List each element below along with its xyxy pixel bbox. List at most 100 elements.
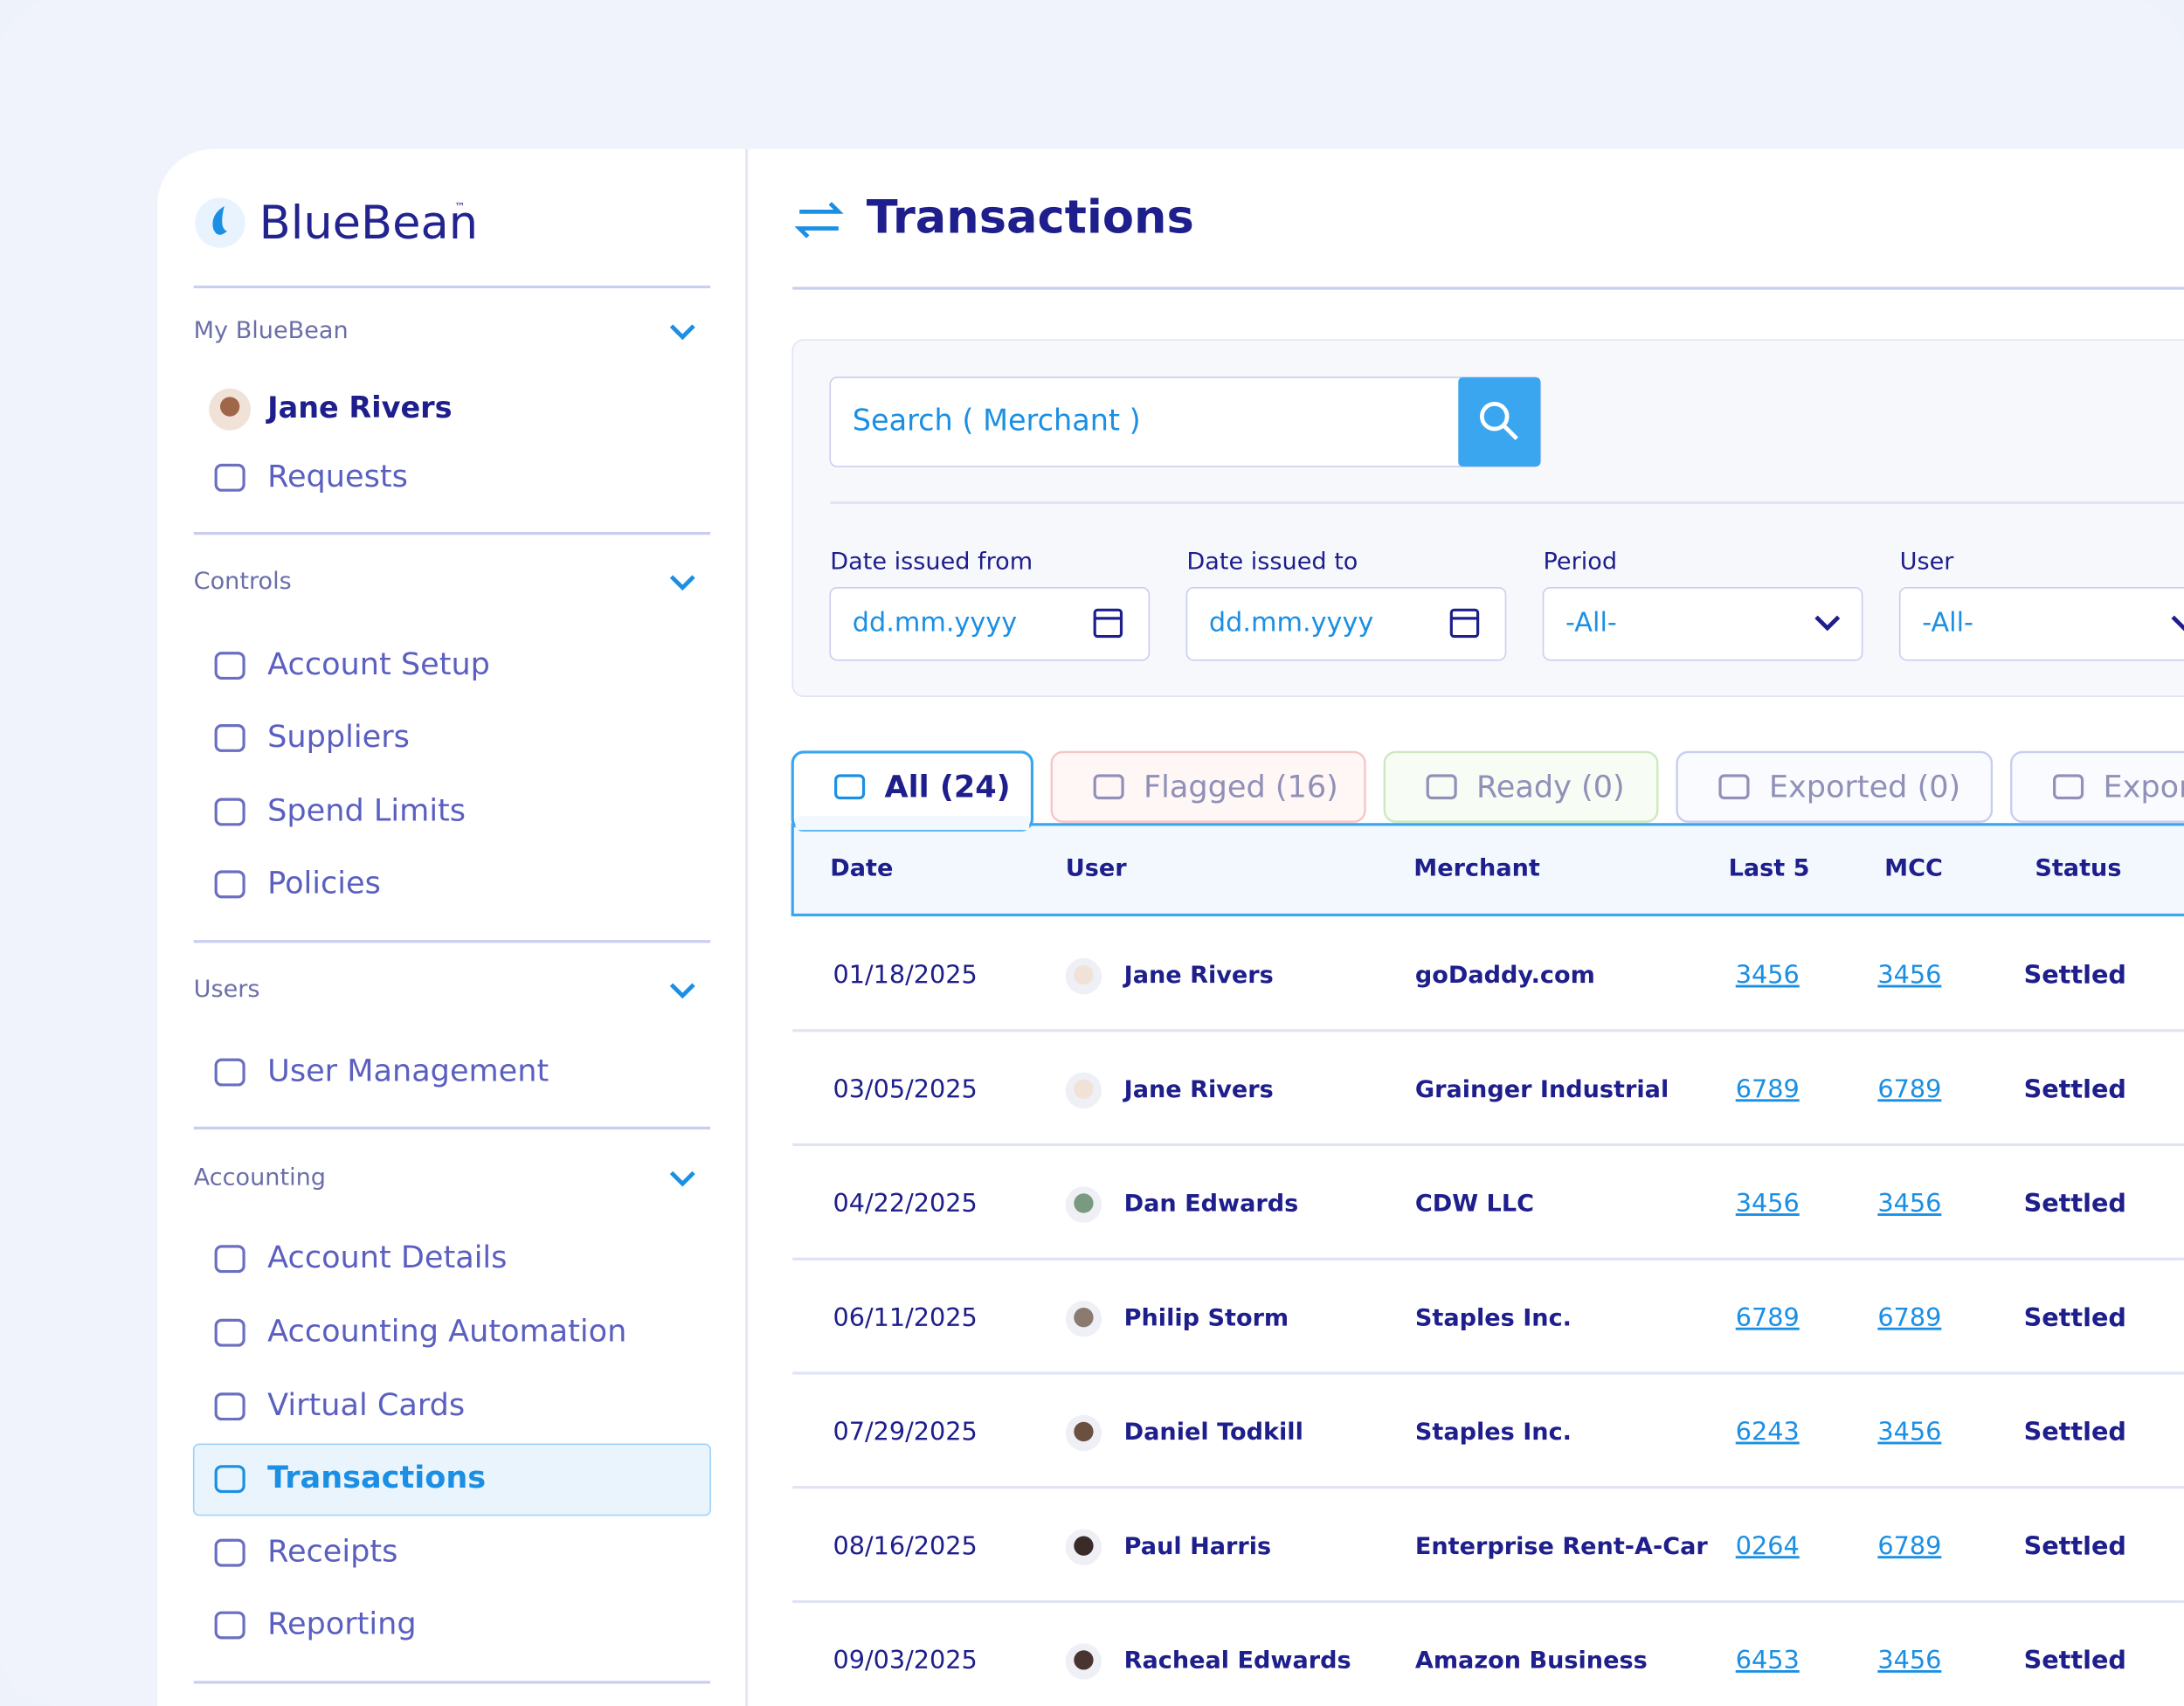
tab-label[interactable]: Exported (0): [1769, 769, 1960, 805]
cell-user: Daniel Todkill: [1124, 1419, 1303, 1446]
tab-icon: [2053, 774, 2084, 800]
search-button[interactable]: [1458, 377, 1541, 467]
tab-label[interactable]: Expor: [2103, 769, 2184, 805]
avatar-face: [1074, 1193, 1094, 1213]
cell-date: 07/29/2025: [833, 1417, 977, 1447]
section-title[interactable]: Controls: [194, 568, 292, 595]
filter-input[interactable]: [1898, 586, 2184, 661]
nav-item[interactable]: Accounting Automation: [267, 1314, 626, 1350]
cell-last5[interactable]: 0264: [1736, 1530, 1800, 1560]
item-icon: [214, 1058, 245, 1087]
search-placeholder: Search ( Merchant ): [853, 404, 1141, 438]
avatar-face: [1074, 1536, 1094, 1556]
tab[interactable]: [2010, 750, 2184, 823]
cell-user: Philip Storm: [1124, 1304, 1289, 1331]
filter-placeholder: dd.mm.yyyy: [1209, 608, 1373, 639]
section-chevron[interactable]: [669, 575, 695, 591]
nav-item[interactable]: Jane Rivers: [266, 390, 452, 425]
cell-merchant: Enterprise Rent-A-Car: [1415, 1533, 1709, 1560]
section-title[interactable]: Accounting: [194, 1164, 326, 1191]
filter-input[interactable]: [1542, 586, 1863, 661]
cell-date: 08/16/2025: [833, 1530, 977, 1560]
section-title[interactable]: Users: [194, 976, 260, 1003]
cell-last5[interactable]: 6243: [1736, 1417, 1800, 1447]
cell-date: 06/11/2025: [833, 1302, 977, 1332]
tab-icon: [1093, 774, 1124, 800]
nav-item[interactable]: Suppliers: [267, 719, 410, 755]
cell-mcc[interactable]: 6789: [1877, 1302, 1941, 1332]
cell-merchant: Amazon Business: [1415, 1647, 1648, 1674]
item-icon: [214, 652, 245, 680]
filter-input[interactable]: [1185, 586, 1507, 661]
nav-item[interactable]: Spend Limits: [267, 792, 466, 828]
search-icon-handle: [1503, 425, 1518, 440]
nav-item[interactable]: Transactions: [267, 1460, 486, 1495]
table-header: [791, 823, 2184, 917]
nav-item[interactable]: Account Setup: [267, 646, 490, 682]
cell-last5[interactable]: 6789: [1736, 1302, 1800, 1332]
cell-user: Racheal Edwards: [1124, 1647, 1351, 1674]
cell-merchant: Staples Inc.: [1415, 1419, 1572, 1446]
cell-last5[interactable]: 6453: [1736, 1645, 1800, 1675]
cell-date: 09/03/2025: [833, 1645, 977, 1675]
cell-mcc[interactable]: 6789: [1877, 1074, 1941, 1103]
nav-item[interactable]: Receipts: [267, 1534, 397, 1570]
cell-mcc[interactable]: 6789: [1877, 1530, 1941, 1560]
cell-mcc[interactable]: 3456: [1877, 1188, 1941, 1218]
cell-last5[interactable]: 3456: [1736, 960, 1800, 990]
nav-item[interactable]: Policies: [267, 865, 381, 901]
item-icon: [214, 1392, 245, 1421]
cell-user: Paul Harris: [1124, 1533, 1272, 1560]
tab-label[interactable]: All (24): [884, 769, 1010, 805]
filter-label: Date issued to: [1186, 549, 1358, 576]
section-chevron[interactable]: [669, 983, 695, 999]
cell-last5[interactable]: 3456: [1736, 1188, 1800, 1218]
section-chevron[interactable]: [669, 324, 695, 341]
tab-label[interactable]: Flagged (16): [1144, 769, 1338, 805]
tab-icon: [1426, 774, 1457, 800]
cell-mcc[interactable]: 3456: [1877, 1417, 1941, 1447]
avatar-face: [1074, 1079, 1094, 1099]
filter-label: User: [1900, 549, 1955, 576]
tab[interactable]: [1676, 750, 1994, 823]
cell-last5[interactable]: 6789: [1736, 1074, 1800, 1103]
dropdown-chevron: [1814, 615, 1841, 632]
cell-status: Settled: [2024, 960, 2126, 990]
cell-user: Jane Rivers: [1123, 962, 1274, 989]
filter-input[interactable]: [829, 586, 1151, 661]
avatar-face: [219, 397, 240, 417]
filter-placeholder: -All-: [1565, 608, 1617, 639]
section-chevron[interactable]: [669, 1171, 695, 1187]
cell-mcc[interactable]: 3456: [1877, 960, 1941, 990]
nav-item[interactable]: User Management: [267, 1053, 549, 1089]
calendar-icon: [1449, 608, 1480, 639]
filter-label: Period: [1544, 549, 1617, 576]
item-icon: [214, 1538, 245, 1567]
cell-date: 04/22/2025: [833, 1188, 977, 1218]
item-icon: [214, 1245, 245, 1274]
item-icon: [214, 724, 245, 752]
tab-label[interactable]: Ready (0): [1476, 769, 1625, 805]
tab[interactable]: [1383, 750, 1659, 823]
cell-status: Settled: [2024, 1074, 2126, 1103]
avatar-face: [1074, 1421, 1094, 1442]
item-icon: [214, 1465, 245, 1494]
section-title[interactable]: My BlueBean: [194, 317, 349, 344]
nav-item[interactable]: Virtual Cards: [267, 1387, 465, 1423]
item-icon: [214, 798, 245, 826]
tab[interactable]: [1050, 750, 1366, 823]
filter-placeholder: dd.mm.yyyy: [853, 608, 1017, 639]
nav-item[interactable]: Reporting: [267, 1606, 416, 1642]
cell-status: Settled: [2024, 1530, 2126, 1560]
cell-status: Settled: [2024, 1302, 2126, 1332]
nav-item[interactable]: Account Details: [267, 1240, 507, 1275]
cell-user: Jane Rivers: [1123, 1076, 1274, 1103]
filter-placeholder: -All-: [1922, 608, 1973, 639]
cell-merchant: goDaddy.com: [1415, 962, 1595, 989]
nav-item[interactable]: Requests: [267, 459, 408, 494]
filter-label: Date issued from: [830, 549, 1033, 576]
column-header: MCC: [1884, 854, 1943, 881]
cell-mcc[interactable]: 3456: [1877, 1645, 1941, 1675]
